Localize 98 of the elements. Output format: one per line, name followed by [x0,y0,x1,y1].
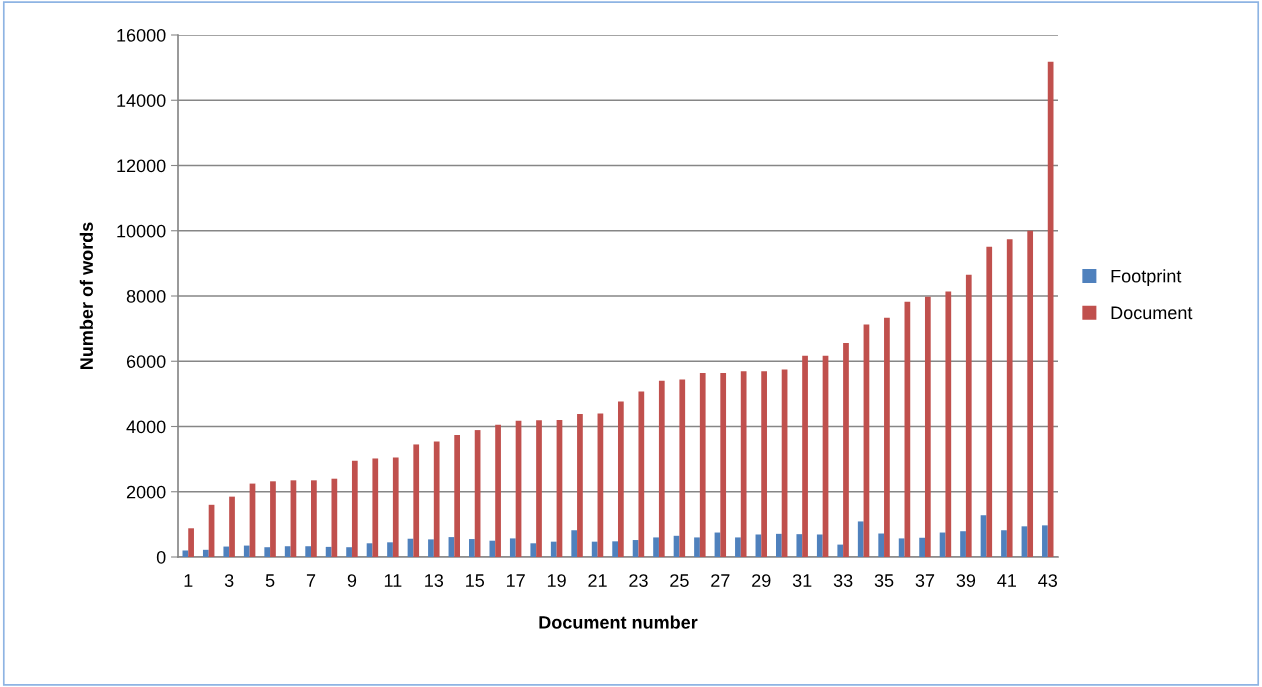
bar [591,541,598,557]
bar [530,543,537,557]
bar [536,420,542,557]
x-tick-label: 17 [507,574,525,587]
bar [229,496,235,557]
x-tick-label: 27 [711,574,730,587]
bar [612,541,618,557]
bar [843,342,849,557]
bar [428,539,434,557]
bar [740,371,747,557]
y-tick-label: 0 [156,550,166,564]
bar [392,457,399,557]
bar [433,441,440,557]
bar [618,401,624,557]
bar [372,458,379,557]
bar [571,530,578,557]
x-tick-label: 31 [792,574,812,587]
bar [720,372,727,557]
bar [878,533,885,557]
bar [454,434,461,557]
y-tick-label: 8000 [126,289,166,303]
y-tick-label: 12000 [117,159,166,173]
x-tick-label: 13 [425,574,444,587]
x-tick-label: 35 [874,574,894,587]
bar [638,391,645,557]
bar [495,424,501,557]
y-axis-title: Number of words [79,222,93,370]
bar [965,274,972,557]
x-tick-label: 43 [1038,574,1058,587]
y-tick-label: 6000 [126,355,166,368]
bar [202,549,209,557]
bar [1006,239,1013,557]
bar [284,546,291,557]
bar [1042,525,1048,557]
x-tick-label: 19 [547,574,566,587]
bar [509,538,516,557]
bar [986,246,993,557]
bar [924,296,931,557]
bar [223,546,230,557]
x-axis-title: Document number [539,615,698,629]
x-tick-label: 5 [265,574,275,587]
bar [837,544,844,557]
bar [775,533,782,557]
bar [413,444,420,557]
legend-label: Footprint [1111,269,1182,287]
bar [884,317,890,557]
x-tick-label: 41 [997,574,1016,587]
bar [679,379,686,557]
bar [351,460,358,557]
bar [919,537,925,557]
bar [188,528,194,557]
bar [305,546,312,557]
bar [796,534,803,557]
legend-label: Document [1111,306,1193,320]
bar [387,542,393,557]
bar [699,372,706,557]
bar [1001,530,1007,557]
x-tick-label: 29 [752,574,771,587]
x-tick-label: 37 [915,574,935,587]
x-tick-label: 21 [588,574,607,587]
bar [945,291,952,557]
y-tick-label: 16000 [117,28,166,42]
bar [550,541,557,557]
bar [577,414,583,557]
x-tick-label: 23 [629,574,648,587]
x-tick-label: 7 [306,574,316,587]
bar [489,540,496,557]
x-tick-label: 1 [184,574,193,587]
bar [735,537,741,557]
bar [898,538,905,557]
bar [264,547,271,557]
bar [658,380,665,557]
bar [653,537,659,557]
bar [1027,230,1034,557]
bar [761,371,767,557]
y-tick-label: 4000 [126,420,166,434]
bar [311,480,317,557]
x-tick-label: 11 [384,574,402,587]
x-tick-label: 3 [224,574,234,587]
y-tick-label: 10000 [117,224,166,238]
bar [182,550,189,557]
bar [960,531,966,557]
bar [802,355,808,557]
x-tick-label: 39 [956,574,976,587]
x-tick-label: 33 [833,574,853,587]
y-tick-label: 14000 [117,94,166,107]
bar [346,547,352,557]
y-tick-label: 2000 [126,485,166,499]
bar [331,478,338,557]
bar [694,537,700,557]
bar [816,534,823,557]
bar [857,521,864,557]
bar [270,481,276,557]
x-tick-label: 9 [347,574,357,587]
bar [243,545,250,557]
x-tick-label: 25 [670,574,689,587]
bar [469,539,475,557]
x-tick-label: 15 [466,574,485,587]
